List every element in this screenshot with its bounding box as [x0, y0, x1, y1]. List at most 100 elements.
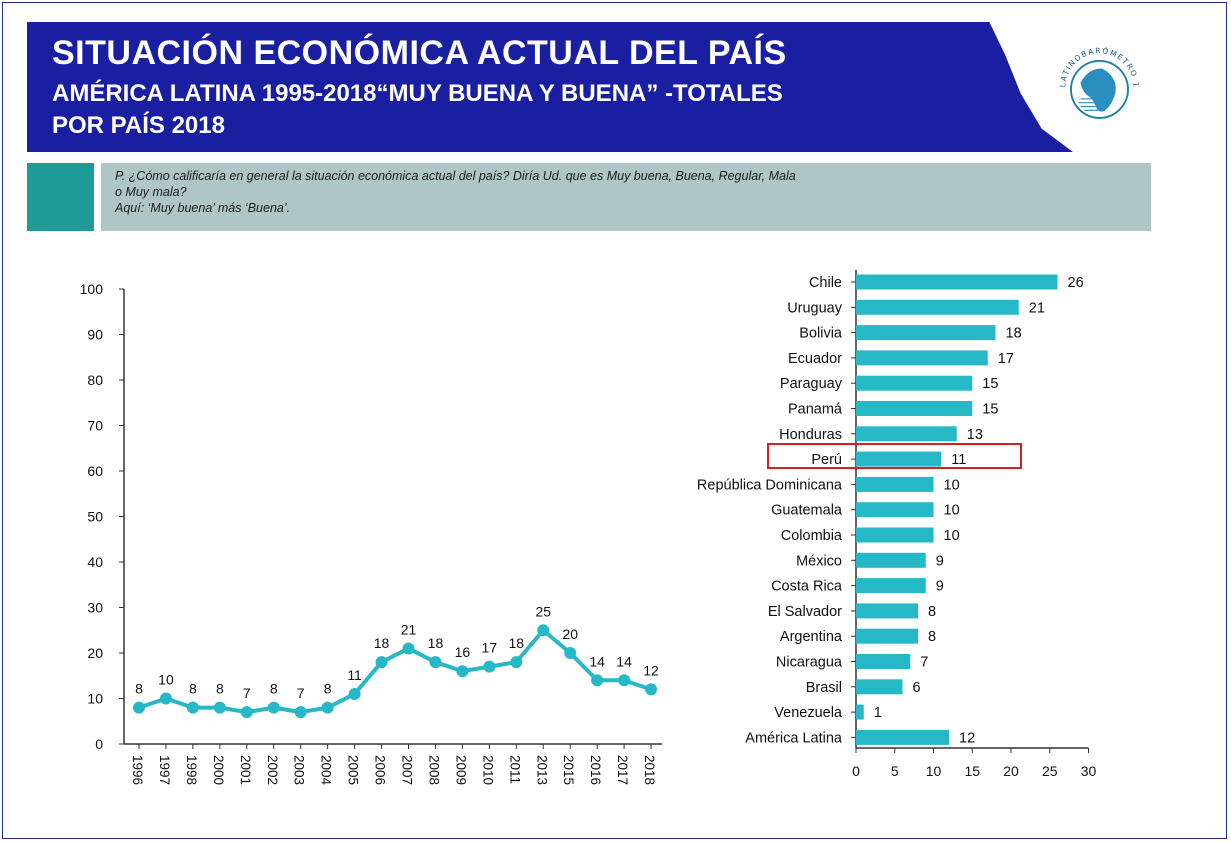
line-point: [159, 692, 172, 705]
bar-category-label: Paraguay: [780, 376, 843, 392]
line-x-tick-label: 2011: [507, 755, 522, 784]
slide-title: SITUACIÓN ECONÓMICA ACTUAL DEL PAÍS: [52, 34, 787, 72]
bar: [856, 350, 988, 366]
line-point: [483, 660, 496, 673]
line-x-tick-label: 2002: [265, 755, 280, 785]
line-data-label: 8: [189, 681, 197, 697]
line-data-label: 16: [455, 644, 471, 660]
line-x-tick-label: 2004: [319, 755, 334, 786]
question-line-3: Aquí: ‘Muy buena’ más ‘Buena’.: [115, 201, 291, 215]
bar-category-label: Chile: [809, 275, 842, 291]
line-data-label: 18: [374, 635, 390, 651]
bar-data-label: 15: [982, 376, 998, 392]
bar-category-label: Colombia: [781, 528, 843, 544]
bar-data-label: 6: [913, 680, 921, 696]
bar: [856, 729, 949, 745]
line-data-label: 18: [428, 635, 444, 651]
bar-data-label: 7: [920, 655, 928, 671]
slide-subtitle-line-1: AMÉRICA LATINA 1995-2018“MUY BUENA Y BUE…: [52, 80, 783, 107]
bar-category-label: Bolivia: [799, 326, 843, 342]
bar-data-label: 17: [998, 351, 1014, 367]
line-x-tick-label: 2013: [534, 755, 549, 785]
bar-x-tick-label: 15: [964, 763, 980, 779]
bar-x-tick-label: 5: [891, 763, 899, 779]
bar: [856, 502, 934, 518]
line-x-tick-label: 2007: [400, 755, 415, 785]
line-y-tick-label: 60: [87, 463, 103, 479]
bar-data-label: 12: [959, 730, 975, 746]
bar: [856, 679, 903, 695]
bar-data-label: 11: [951, 452, 966, 468]
question-line-1: P. ¿Cómo calificaría en general la situa…: [115, 169, 796, 183]
line-point: [240, 706, 253, 719]
line-x-tick-label: 2003: [292, 755, 307, 785]
bar-category-label: América Latina: [745, 730, 843, 746]
line-y-tick-label: 10: [87, 691, 103, 707]
line-y-tick-label: 20: [87, 645, 103, 661]
bar-category-label: Nicaragua: [776, 655, 843, 671]
bar: [856, 476, 934, 492]
line-x-tick-label: 2008: [426, 755, 441, 785]
bar-category-label: Guatemala: [771, 503, 843, 519]
line-data-label: 17: [482, 640, 498, 656]
bar: [856, 426, 957, 442]
line-y-tick-label: 40: [87, 554, 103, 570]
bar-category-label: Brasil: [806, 680, 842, 696]
line-x-tick-label: 2006: [373, 755, 388, 785]
line-point: [348, 687, 361, 700]
bar-category-label: El Salvador: [768, 604, 842, 620]
bar-category-label: República Dominicana: [697, 477, 843, 493]
line-x-tick-label: 2005: [346, 755, 361, 785]
line-point: [429, 656, 442, 669]
bar-category-label: Honduras: [779, 427, 842, 443]
bar-data-label: 26: [1068, 275, 1084, 291]
line-y-tick-label: 0: [95, 736, 103, 752]
line-point: [402, 642, 415, 655]
line-x-tick-label: 2016: [588, 755, 603, 785]
bar: [856, 375, 973, 391]
bar-x-tick-label: 30: [1081, 763, 1097, 779]
latinobarometro-logo: LATINOBARÓMETRO 1995 · 2015: [1052, 40, 1139, 119]
peru-highlight-box: [767, 443, 1022, 469]
bar-category-label: Perú: [811, 452, 842, 468]
bar-data-label: 10: [944, 477, 960, 493]
line-series: [138, 628, 652, 715]
line-y-tick-label: 100: [80, 281, 104, 297]
question-accent-block: [27, 163, 94, 231]
line-point: [321, 701, 334, 714]
bar-data-label: 21: [1029, 300, 1045, 316]
line-y-tick-label: 50: [87, 509, 103, 525]
bar-category-label: México: [796, 553, 842, 569]
line-point: [510, 656, 523, 669]
line-point: [267, 701, 280, 714]
bar: [856, 628, 918, 644]
title-banner: [27, 22, 1073, 152]
bar-x-tick-label: 0: [852, 763, 860, 779]
line-data-label: 21: [401, 621, 417, 637]
bar: [856, 578, 926, 594]
line-y-tick-label: 30: [87, 600, 103, 616]
bar: [856, 603, 918, 619]
bar-category-label: Ecuador: [788, 351, 842, 367]
slide-subtitle-line-2: POR PAÍS 2018: [52, 112, 225, 139]
bar-category-label: Panamá: [788, 402, 843, 418]
line-point: [375, 656, 388, 669]
line-data-label: 20: [562, 626, 578, 642]
line-x-tick-label: 2018: [642, 755, 657, 785]
bar-data-label: 9: [936, 579, 944, 595]
line-point: [186, 701, 199, 714]
question-line-2: o Muy mala?: [115, 185, 187, 199]
bar-x-tick-label: 10: [926, 763, 942, 779]
line-data-label: 7: [243, 685, 251, 701]
line-data-label: 18: [509, 635, 525, 651]
line-data-label: 12: [643, 662, 659, 678]
line-point: [456, 665, 469, 678]
bar-data-label: 9: [936, 553, 944, 569]
bar: [856, 274, 1058, 290]
bar: [856, 704, 864, 720]
bar-data-label: 13: [967, 427, 983, 443]
line-chart: 0 10 20 30 40 50 60 70 80 90 100 1996 1997 1998 2000 20…: [80, 281, 662, 786]
line-data-label: 8: [216, 681, 224, 697]
